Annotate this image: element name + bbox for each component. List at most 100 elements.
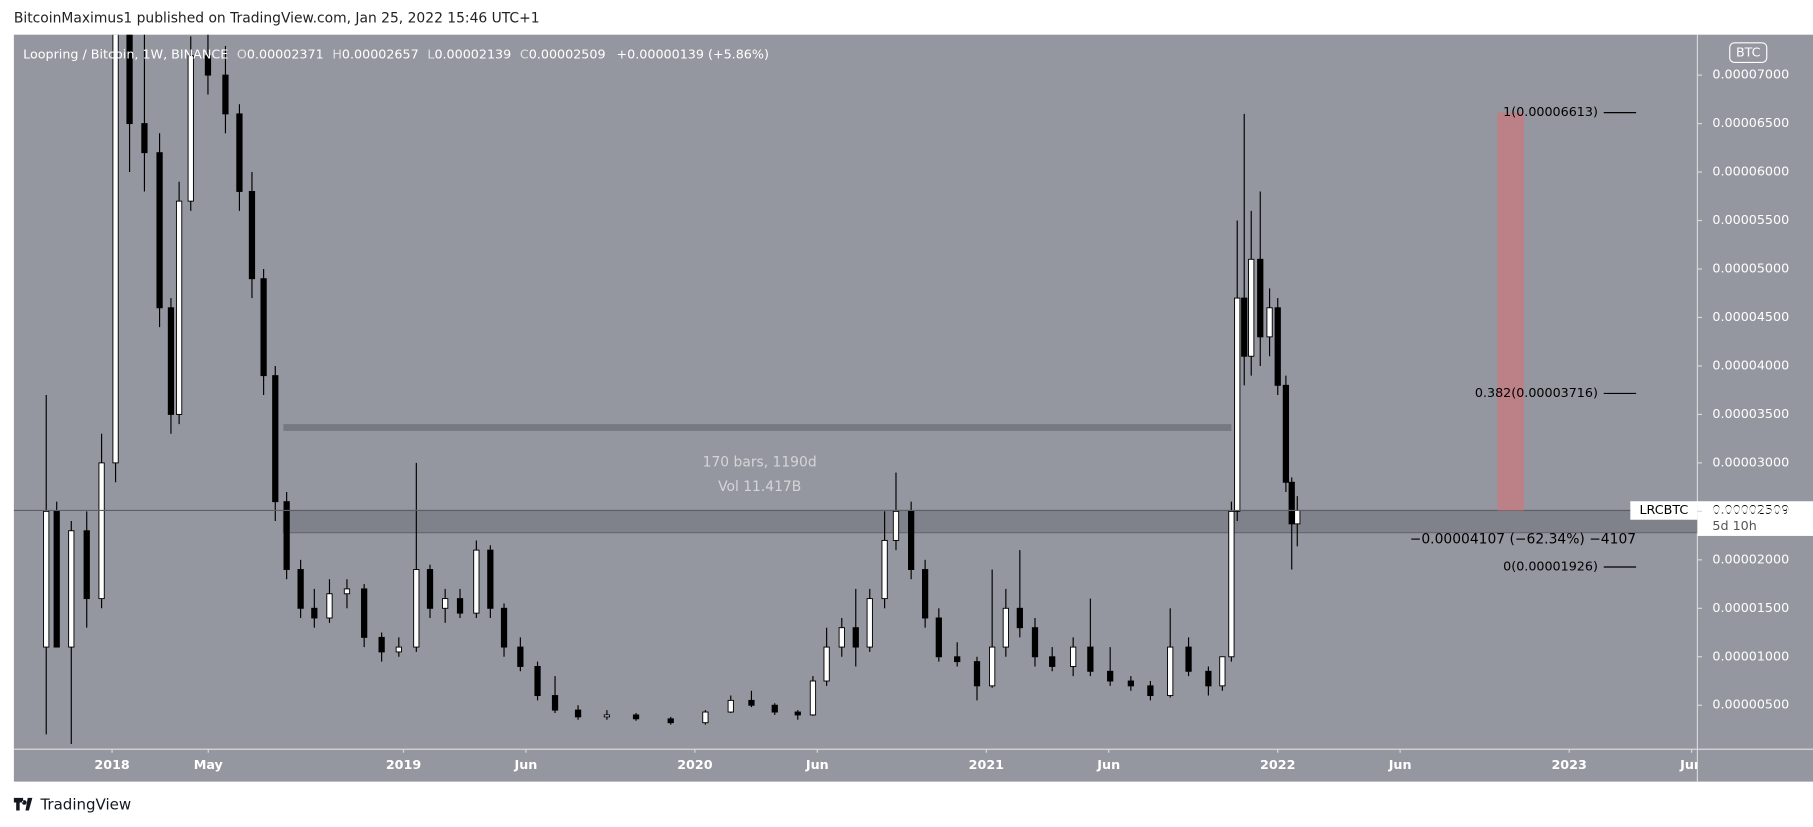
x-tick-label: Jun bbox=[805, 757, 829, 772]
range-volume: Vol 11.417B bbox=[718, 479, 801, 495]
y-tick-label: 0.00002500 bbox=[1712, 503, 1789, 518]
candle-body bbox=[1016, 607, 1023, 629]
y-tick-label: 0.00000500 bbox=[1712, 697, 1789, 712]
candle-body bbox=[667, 718, 674, 724]
price-label-box bbox=[1697, 501, 1813, 536]
candle-body bbox=[53, 510, 60, 648]
candle-body bbox=[343, 588, 351, 595]
candle-body bbox=[456, 598, 464, 614]
candle-body bbox=[823, 646, 830, 682]
candle-body bbox=[517, 646, 524, 667]
chart-pane bbox=[13, 34, 1813, 782]
candle-body bbox=[1234, 297, 1241, 512]
candle-body bbox=[908, 510, 915, 570]
y-tick-label: 0.00003000 bbox=[1712, 454, 1789, 469]
y-tick-label: 0.00007000 bbox=[1712, 67, 1789, 82]
o-key: O bbox=[237, 46, 247, 61]
candle-body bbox=[809, 680, 817, 716]
y-tick-label: 0.00003500 bbox=[1712, 406, 1789, 421]
x-tick-label: 2022 bbox=[1260, 757, 1295, 772]
candle-body bbox=[83, 530, 90, 600]
candle-body bbox=[989, 646, 996, 687]
c-key: C bbox=[520, 46, 529, 61]
y-tick-label: 0.00004500 bbox=[1712, 309, 1789, 324]
candle-body bbox=[748, 699, 755, 706]
candle-body bbox=[1185, 646, 1192, 672]
time-axis: 2018 May 2019 Jun 2020 Jun 2021 Jun 2022 Jun 2023 J… bbox=[94, 749, 1703, 772]
candle-body bbox=[141, 123, 148, 154]
symbol: Loopring / Bitcoin, 1W, BINANCE bbox=[23, 46, 228, 61]
candle-body bbox=[922, 569, 929, 619]
y-tick-label: 0.00006500 bbox=[1712, 115, 1789, 130]
l-key: L bbox=[427, 46, 435, 61]
candle-body bbox=[297, 569, 304, 609]
x-tick-label: 2018 bbox=[94, 757, 130, 772]
candle-body bbox=[603, 714, 611, 718]
currency-badge-box[interactable] bbox=[1729, 42, 1768, 64]
x-tick-label: Jun bbox=[513, 757, 537, 772]
candle-body bbox=[1087, 646, 1094, 672]
symbol-label-box bbox=[1630, 501, 1698, 520]
candle-body bbox=[866, 598, 873, 648]
candle-body bbox=[1274, 307, 1281, 386]
published-note: BitcoinMaximus1 published on TradingView… bbox=[14, 11, 540, 27]
candle-body bbox=[1205, 670, 1212, 687]
range-zone bbox=[282, 509, 1698, 534]
candle-body bbox=[1002, 607, 1009, 648]
candle-body bbox=[794, 711, 801, 716]
candle-body bbox=[187, 55, 194, 202]
candle-body bbox=[487, 549, 494, 609]
candle-body bbox=[1282, 384, 1290, 483]
candle-body bbox=[727, 699, 734, 713]
open: 0.00002371 bbox=[247, 46, 324, 61]
candle-body bbox=[260, 278, 267, 377]
y-tick-label: 0.00006000 bbox=[1712, 164, 1789, 179]
candle-body bbox=[68, 530, 75, 648]
footer-brand: TradingView bbox=[39, 795, 131, 813]
fib-label: 0(0.00001926) bbox=[1503, 559, 1598, 574]
footer-logo bbox=[13, 797, 33, 811]
candle-body bbox=[378, 636, 385, 653]
candles bbox=[43, 34, 1301, 745]
candle-body bbox=[1107, 670, 1114, 682]
currency-badge[interactable]: BTC bbox=[1736, 45, 1761, 60]
candle-body bbox=[1257, 258, 1264, 338]
candle-body bbox=[1167, 646, 1174, 697]
candle-body bbox=[236, 113, 243, 192]
candle-body bbox=[1266, 307, 1273, 338]
candle-body bbox=[1127, 680, 1134, 687]
close: 0.00002509 bbox=[529, 46, 606, 61]
candle-body bbox=[43, 510, 50, 648]
x-tick-label: 2021 bbox=[969, 757, 1004, 772]
symbol-label: LRCBTC bbox=[1639, 502, 1688, 517]
candle-body bbox=[1294, 510, 1301, 525]
y-tick-label: 0.00001000 bbox=[1712, 648, 1789, 663]
y-tick-label: 0.00004000 bbox=[1712, 357, 1789, 372]
candle-body bbox=[954, 656, 961, 663]
candle-body bbox=[167, 307, 175, 415]
x-tick-label: Jun bbox=[1679, 757, 1703, 772]
fib-label: 0.382(0.00003716) bbox=[1475, 385, 1598, 400]
range-zone bbox=[283, 424, 1232, 431]
fib-label: 1(0.00006613) bbox=[1503, 104, 1598, 119]
candle-body bbox=[632, 714, 640, 720]
y-tick-label: 0.00001500 bbox=[1712, 600, 1789, 615]
x-tick-label: 2023 bbox=[1551, 757, 1586, 772]
candle-body bbox=[395, 646, 402, 653]
candle-body bbox=[1248, 258, 1255, 357]
candle-body bbox=[442, 598, 449, 609]
candle-body bbox=[534, 666, 541, 697]
measure-label: −0.00004107 (−62.34%) −4107 bbox=[1410, 531, 1636, 547]
candle-body bbox=[1219, 656, 1226, 687]
candle-body bbox=[204, 55, 212, 76]
x-tick-label: 2020 bbox=[677, 757, 713, 772]
candle-body bbox=[881, 539, 888, 600]
countdown-label: 5d 10h bbox=[1712, 518, 1756, 533]
candle-body bbox=[156, 152, 163, 309]
change: +0.00000139 (+5.86%) bbox=[617, 46, 769, 61]
legend: Loopring / Bitcoin, 1W, BINANCE O0.00002… bbox=[23, 46, 769, 61]
candle-body bbox=[1147, 685, 1154, 697]
high: 0.00002657 bbox=[342, 46, 419, 61]
candle-body bbox=[551, 695, 559, 711]
